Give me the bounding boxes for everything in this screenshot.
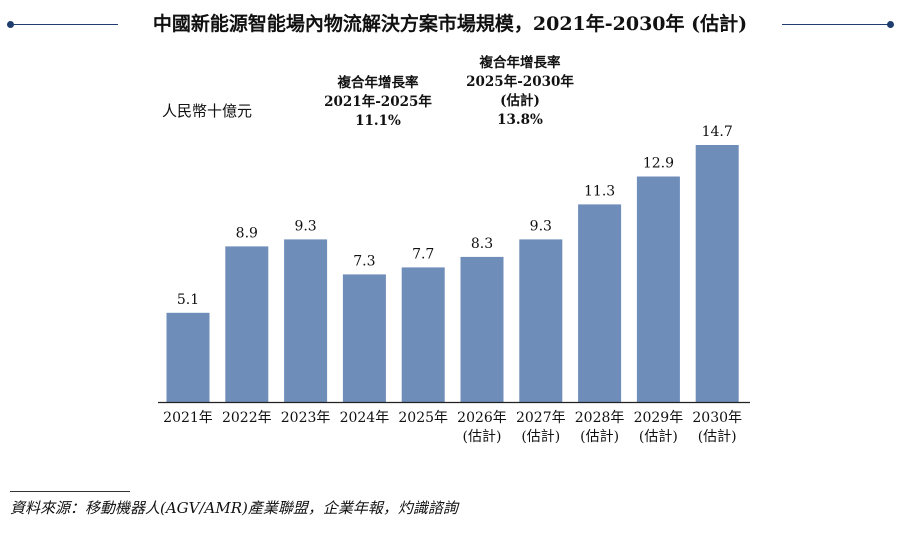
x-tick-label: (估計) <box>639 429 678 445</box>
bar <box>460 256 504 402</box>
bar-value-label: 8.3 <box>471 236 493 252</box>
bar <box>578 204 622 402</box>
bar <box>166 312 210 402</box>
bar <box>401 267 445 402</box>
title-ornament-line-left <box>10 24 118 25</box>
bar <box>695 145 739 402</box>
x-tick-label: 2023年 <box>281 410 331 426</box>
chart-title: 中國新能源智能場內物流解決方案市場規模，2021年-2030年 (估計) <box>152 13 748 35</box>
cagr-note-line: 2021年-2025年 <box>324 94 432 110</box>
title-row: 中國新能源智能場內物流解決方案市場規模，2021年-2030年 (估計) <box>0 8 918 40</box>
bar-value-label: 12.9 <box>643 156 674 172</box>
x-tick-label: 2021年 <box>163 410 213 426</box>
bar <box>284 239 328 402</box>
x-tick-label: 2030年 <box>692 410 742 426</box>
cagr-note-line: (估計) <box>500 93 540 109</box>
x-tick-label: (估計) <box>463 429 502 445</box>
bar-value-label: 5.1 <box>177 292 199 308</box>
cagr-note-line: 13.8% <box>497 112 543 128</box>
bar-value-label: 14.7 <box>702 124 733 140</box>
x-tick-label: 2025年 <box>398 410 448 426</box>
x-tick-label: 2028年 <box>575 410 625 426</box>
title-ornament-line-right <box>782 24 890 25</box>
title-ornament-dot-right <box>887 21 894 28</box>
x-tick-label: 2022年 <box>222 410 272 426</box>
cagr-note-line: 2025年-2030年 <box>466 74 574 90</box>
cagr-note-line: 11.1% <box>355 113 401 129</box>
cagr-note-2025-2030: 複合年增長率 2025年-2030年 (估計) 13.8% <box>458 54 582 130</box>
bar-value-label: 9.3 <box>530 218 552 234</box>
x-tick-label: 2026年 <box>457 410 507 426</box>
source-note: 資料來源：移動機器人(AGV/AMR)產業聯盟，企業年報，灼識諮詢 <box>10 499 458 517</box>
x-tick-label: 2029年 <box>634 410 684 426</box>
bar <box>519 239 563 402</box>
bar <box>636 176 680 402</box>
y-axis-unit-label: 人民幣十億元 <box>162 102 253 120</box>
x-tick-label: 2027年 <box>516 410 566 426</box>
bar <box>225 246 269 402</box>
x-tick-label: (估計) <box>698 429 737 445</box>
bar-value-label: 7.3 <box>353 253 375 269</box>
source-divider <box>10 491 130 492</box>
x-tick-label: (估計) <box>580 429 619 445</box>
cagr-note-line: 複合年增長率 <box>479 55 561 71</box>
x-tick-label: (估計) <box>521 429 560 445</box>
bar-value-label: 11.3 <box>584 183 615 199</box>
cagr-note-line: 複合年增長率 <box>337 75 419 91</box>
bar-value-label: 9.3 <box>294 218 316 234</box>
bar <box>342 274 386 402</box>
x-tick-label: 2024年 <box>340 410 390 426</box>
cagr-note-2021-2025: 複合年增長率 2021年-2025年 11.1% <box>318 74 438 131</box>
bar-value-label: 8.9 <box>236 225 258 241</box>
bar-value-label: 7.7 <box>412 246 434 262</box>
